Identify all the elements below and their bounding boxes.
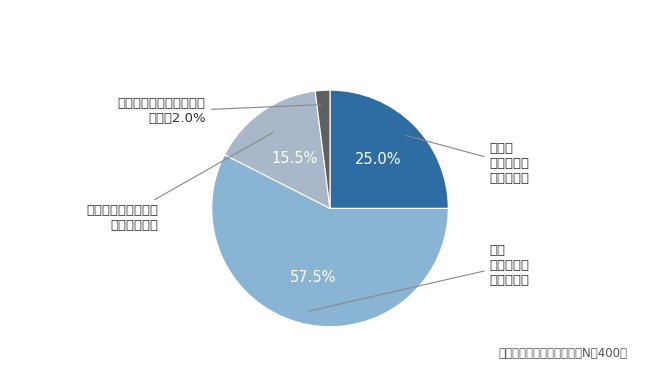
Text: やや
ストレスを
感じている: やや ストレスを 感じている (308, 244, 530, 311)
Wedge shape (330, 90, 448, 209)
Text: 57.5%: 57.5% (290, 270, 337, 285)
Text: 25.0%: 25.0% (355, 152, 402, 167)
Text: 非常に
ストレスを
感じている: 非常に ストレスを 感じている (407, 135, 530, 185)
Wedge shape (315, 90, 330, 209)
Text: 15.5%: 15.5% (271, 151, 317, 166)
Wedge shape (212, 155, 448, 327)
Text: ストレスを感じていない
　　　2.0%: ストレスを感じていない 2.0% (118, 98, 321, 125)
Wedge shape (224, 91, 330, 208)
Text: マンパワーグループ調べ（N＝400）: マンパワーグループ調べ（N＝400） (498, 347, 627, 360)
Text: ほとんどストレスを
感じていない: ほとんどストレスを 感じていない (86, 132, 273, 232)
